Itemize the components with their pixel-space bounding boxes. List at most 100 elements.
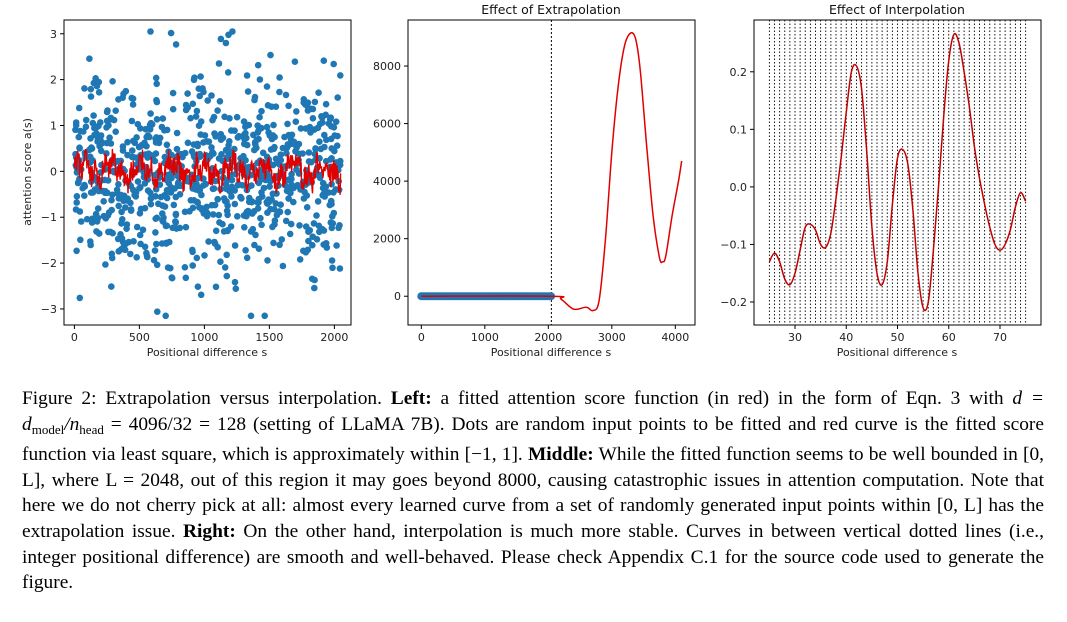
left-scatter-point: [329, 264, 336, 272]
left-scatter-point: [270, 121, 277, 129]
middle-ytick-label: 0: [394, 290, 401, 303]
left-scatter-point: [194, 142, 201, 150]
left-scatter-point: [282, 91, 290, 99]
left-scatter-point: [217, 136, 225, 143]
left-scatter-point: [189, 204, 197, 212]
left-scatter-point: [122, 204, 129, 211]
right-panel: Effect of Interpolation 30 40 50 60 70 −0.2−…: [720, 2, 1042, 359]
left-scatter-point: [308, 158, 315, 166]
left-scatter-point: [88, 145, 96, 152]
left-scatter-point: [290, 198, 297, 206]
left-scatter-point: [258, 221, 265, 229]
left-scatter-point: [258, 107, 265, 115]
middle-ytick-label: 6000: [373, 118, 401, 131]
left-scatter-point: [220, 228, 228, 235]
left-scatter-point: [167, 29, 175, 37]
left-scatter-point: [329, 213, 336, 220]
left-scatter-point: [266, 183, 273, 190]
left-scatter-point: [249, 210, 256, 217]
left-scatter-point: [103, 117, 111, 125]
left-scatter-point: [296, 222, 303, 229]
left-scatter-point: [91, 131, 98, 139]
left-scatter-point: [134, 178, 142, 185]
left-scatter-point: [97, 119, 104, 126]
left-scatter-point: [193, 107, 201, 115]
left-scatter-point: [87, 238, 94, 245]
left-scatter-point: [214, 196, 221, 203]
left-xtick-label: 1000: [190, 331, 218, 344]
left-scatter-point: [128, 94, 135, 102]
left-scatter-point: [118, 235, 126, 242]
caption-middle-text: While the fitted function seems to be we…: [22, 444, 1044, 542]
left-scatter-point: [115, 96, 122, 103]
left-scatter-point: [333, 142, 341, 149]
left-scatter-point: [146, 121, 154, 129]
left-scatter-point: [159, 115, 167, 122]
left-scatter-point: [217, 130, 225, 138]
middle-fitted-curve: [421, 31, 683, 312]
left-scatter-point: [276, 241, 283, 249]
left-scatter-point: [251, 241, 258, 249]
left-scatter-point: [314, 198, 322, 205]
caption-left-text-2: (setting of LLaMA 7B). Dots are random i…: [22, 413, 1044, 466]
left-xtick-label: 500: [129, 331, 150, 344]
left-scatter-point: [73, 193, 81, 200]
left-scatter-point: [150, 256, 158, 264]
left-scatter-point: [229, 28, 236, 35]
left-scatter-point: [211, 240, 219, 247]
left-scatter-point: [195, 122, 203, 129]
left-scatter-point: [79, 184, 86, 192]
left-scatter-point: [204, 97, 211, 104]
left-scatter-point: [173, 129, 181, 137]
left-scatter-point: [311, 98, 319, 106]
left-scatter-point: [322, 100, 330, 108]
left-scatter-point: [295, 150, 303, 158]
left-scatter-point: [184, 90, 191, 97]
left-scatter-point: [153, 240, 160, 248]
left-scatter-point: [219, 220, 226, 228]
left-scatter-point: [251, 146, 258, 154]
left-scatter-point: [212, 227, 220, 235]
left-scatter-point: [107, 140, 115, 147]
middle-axes-frame: [407, 19, 696, 326]
left-scatter-point: [304, 99, 312, 106]
left-scatter-point: [81, 192, 88, 199]
middle-panel: Effect of Extrapolation 0 1000 2000 3000 400…: [373, 2, 696, 359]
left-scatter-point: [158, 240, 166, 247]
left-scatter-point: [122, 87, 130, 95]
left-scatter-point: [192, 113, 200, 120]
left-scatter-point: [103, 124, 110, 131]
left-scatter-point: [127, 250, 134, 258]
left-scatter-point: [320, 57, 328, 64]
left-scatter-point: [196, 150, 204, 158]
left-scatter-point: [159, 210, 166, 217]
left-scatter-point: [311, 276, 318, 284]
left-scatter-point: [73, 247, 80, 255]
left-scatter-point: [172, 219, 180, 226]
left-scatter-point: [247, 312, 255, 320]
caption-intro: Extrapolation versus interpolation.: [96, 388, 391, 409]
left-scatter-point: [319, 179, 327, 187]
left-scatter-point: [254, 199, 261, 206]
left-scatter-point: [169, 89, 177, 97]
left-scatter-point: [154, 308, 161, 316]
left-scatter-point: [228, 127, 235, 134]
left-scatter-point: [73, 169, 81, 176]
middle-xlabel: Positional difference s: [491, 346, 612, 359]
left-scatter-point: [323, 189, 331, 196]
left-scatter-point: [147, 110, 154, 117]
left-scatter-point: [151, 247, 159, 254]
left-scatter-point: [153, 116, 161, 123]
right-title: Effect of Interpolation: [829, 2, 965, 17]
left-scatter-point: [109, 229, 116, 237]
left-scatter-point: [223, 251, 230, 259]
left-scatter-point: [95, 89, 103, 96]
left-scatter-point: [144, 187, 152, 194]
left-scatter-point: [122, 240, 130, 247]
left-scatter-point: [172, 211, 180, 219]
left-scatter-point: [76, 294, 84, 302]
right-ytick-label: −0.2: [720, 296, 747, 309]
left-scatter-point: [153, 80, 160, 88]
left-scatter-point: [264, 209, 271, 216]
left-scatter-point: [231, 200, 239, 208]
